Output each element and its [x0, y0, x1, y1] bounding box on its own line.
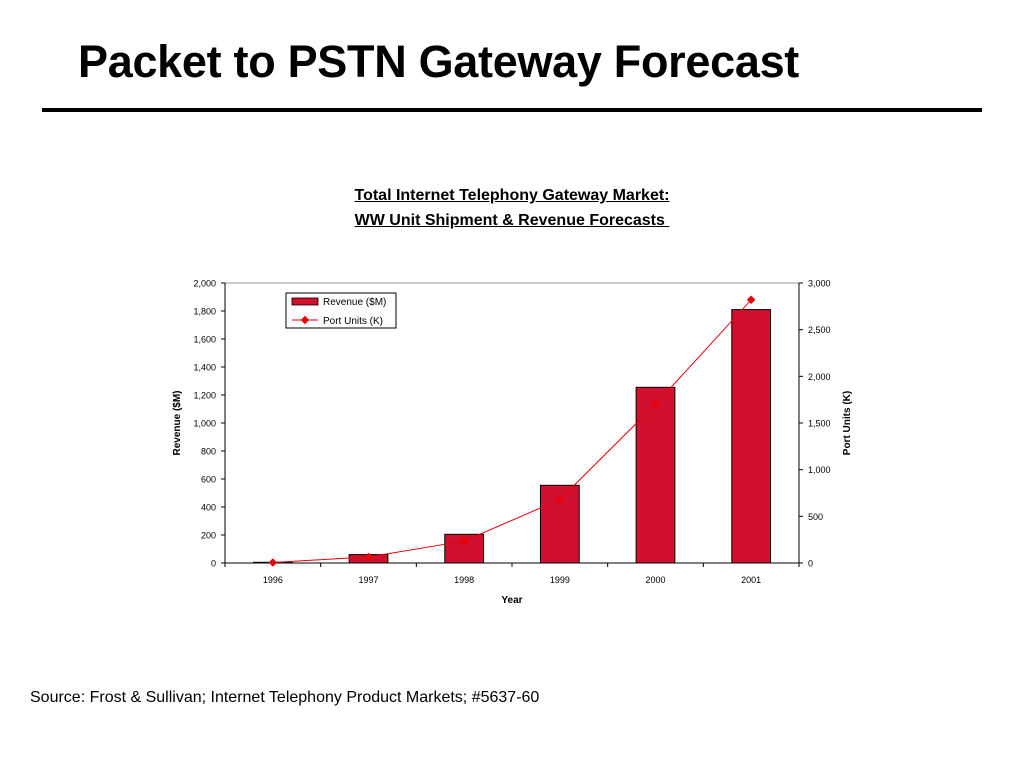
port-units-polyline — [272, 299, 752, 564]
y2-tick-label: 1,500 — [808, 419, 831, 429]
y-tick-label: 800 — [201, 447, 216, 457]
y-tick-label: 1,200 — [193, 391, 216, 401]
port-units-marker — [364, 552, 373, 562]
port-units-marker — [459, 536, 469, 546]
revenue-bars — [252, 309, 772, 564]
slide-title: Packet to PSTN Gateway Forecast — [78, 36, 799, 87]
x-tick-label: 1997 — [358, 575, 378, 585]
revenue-bar — [635, 386, 676, 564]
y2-tick-label: 500 — [808, 512, 823, 522]
y-tick-label: 200 — [201, 531, 216, 541]
port-units-marker — [268, 558, 278, 567]
y-tick-label: 1,600 — [193, 335, 216, 345]
port-units-line — [268, 295, 756, 567]
x-axis-label: Year — [501, 595, 522, 606]
legend-label-port-units: Port Units (K) — [323, 316, 383, 327]
y-tick-label: 400 — [201, 503, 216, 513]
tick-labels: 0 200 400 600 800 1,000 1,200 1,400 1,600 1,800 2,… — [193, 279, 830, 586]
y-tick-label: 0 — [211, 559, 216, 569]
port-units-marker — [746, 295, 756, 305]
y-tick-label: 1,800 — [193, 307, 216, 317]
chart-axes — [221, 282, 803, 567]
x-tick-label: 1999 — [550, 575, 570, 585]
legend-swatch-revenue — [291, 297, 319, 306]
y-tick-label: 1,400 — [193, 363, 216, 373]
x-tick-label: 2001 — [741, 575, 761, 585]
y2-tick-label: 1,000 — [808, 465, 831, 475]
chart-title-line-1: Total Internet Telephony Gateway Market: — [354, 187, 670, 204]
y2-axis-label: Port Units (K) — [842, 391, 853, 455]
y-axis-label: Revenue ($M) — [172, 390, 183, 455]
chart-title-line-2: WW Unit Shipment & Revenue Forecasts — [354, 212, 670, 229]
source-note: Source: Frost & Sullivan; Internet Telep… — [30, 689, 540, 706]
port-units-marker — [651, 400, 660, 409]
legend-label-revenue: Revenue ($M) — [323, 297, 386, 308]
y-tick-label: 600 — [201, 475, 216, 485]
x-tick-label: 1996 — [263, 575, 283, 585]
title-divider — [42, 108, 982, 112]
y2-tick-label: 3,000 — [808, 279, 831, 289]
y2-tick-label: 2,000 — [808, 372, 831, 382]
legend: Revenue ($M) Port Units (K) — [285, 292, 397, 329]
x-tick-label: 2000 — [645, 575, 665, 585]
y-tick-label: 2,000 — [193, 279, 216, 289]
y2-tick-label: 0 — [808, 559, 813, 569]
legend-marker-port-units — [300, 315, 310, 325]
y-tick-label: 1,000 — [193, 419, 216, 429]
port-units-marker — [555, 495, 565, 504]
y2-tick-label: 2,500 — [808, 325, 831, 335]
revenue-bar — [731, 309, 772, 564]
x-tick-label: 1998 — [454, 575, 474, 585]
